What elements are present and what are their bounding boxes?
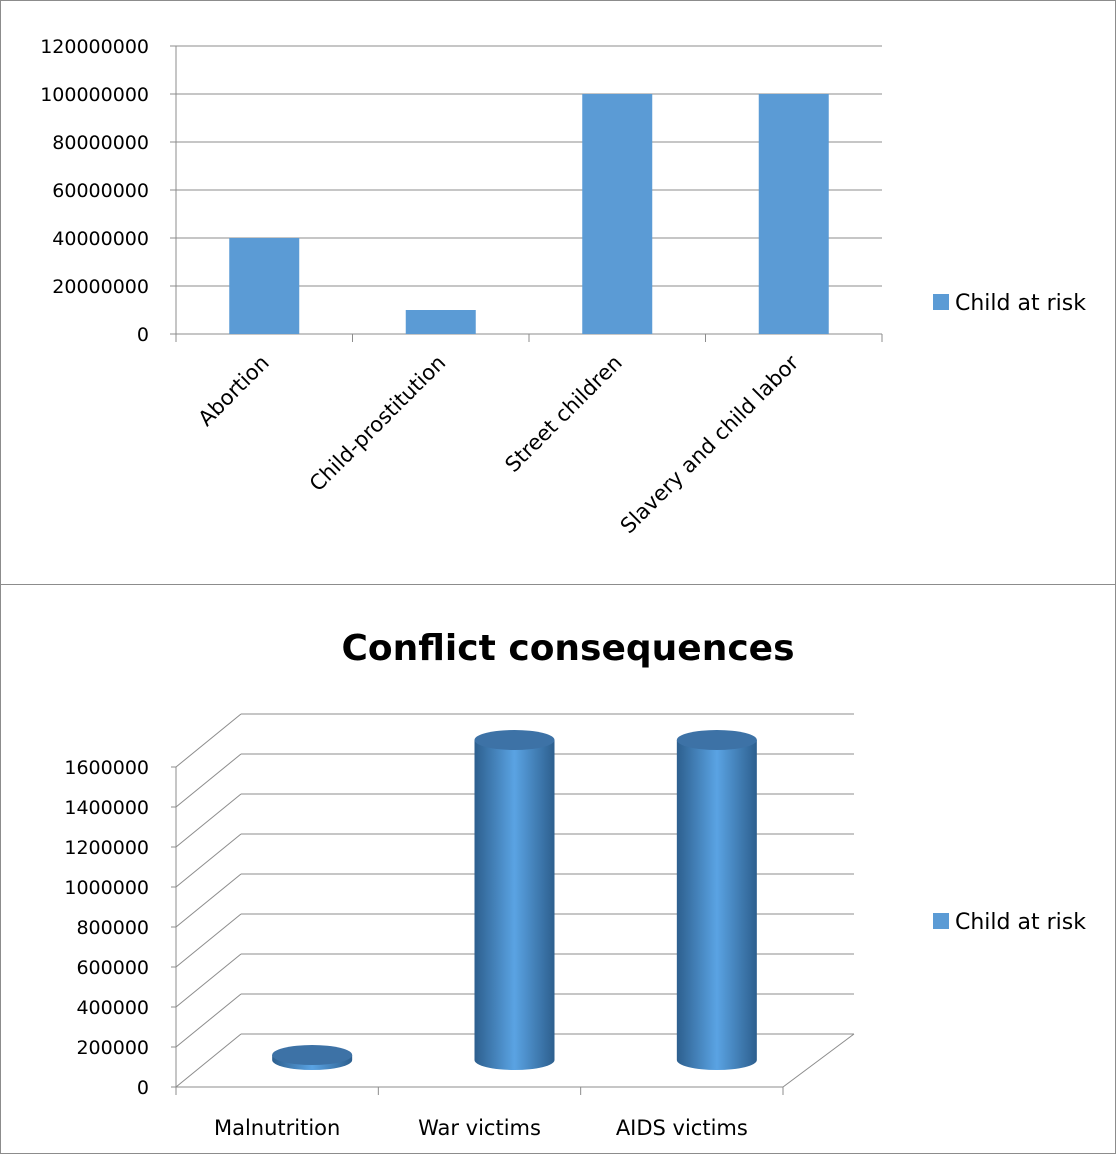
cylinder-chart-conflict-consequences: Conflict consequences 0 200000 400000 600000… bbox=[64, 628, 1086, 1140]
y-tick-label: 100000000 bbox=[40, 84, 149, 106]
gridline-side bbox=[175, 913, 242, 968]
chart-title: Conflict consequences bbox=[341, 628, 794, 669]
y-tick-label: 20000000 bbox=[52, 276, 149, 298]
bar-1 bbox=[405, 310, 476, 334]
y-tick-label: 400000 bbox=[76, 997, 149, 1019]
legend-label: Child at risk bbox=[955, 910, 1086, 935]
legend-swatch bbox=[933, 294, 949, 310]
bar-2 bbox=[582, 94, 653, 334]
gridline-side bbox=[175, 713, 242, 768]
y-tick-label: 0 bbox=[137, 324, 149, 346]
y-tick-label: 120000000 bbox=[40, 36, 149, 58]
y-tick-label: 80000000 bbox=[52, 132, 149, 154]
y-tick-label: 40000000 bbox=[52, 228, 149, 250]
x-category-label: War victims bbox=[418, 1116, 541, 1140]
x-category-label: Street children bbox=[500, 351, 626, 477]
x-category-label: Child-prostitution bbox=[305, 351, 450, 496]
y-tick-label: 800000 bbox=[76, 917, 149, 939]
bar-0 bbox=[229, 238, 300, 334]
y-tick-label: 600000 bbox=[76, 957, 149, 979]
gridline-side bbox=[175, 793, 242, 848]
x-category-label: AIDS victims bbox=[616, 1116, 748, 1140]
cylinder-top-0 bbox=[272, 1045, 353, 1065]
cylinder-body-2 bbox=[676, 740, 757, 1070]
bar-chart-child-at-risk: 0 20000000 40000000 60000000 80000000 1000000… bbox=[40, 36, 1086, 538]
legend-swatch bbox=[933, 913, 949, 929]
y-tick-label: 0 bbox=[137, 1077, 149, 1099]
gridline-side bbox=[175, 753, 242, 808]
x-category-label: Malnutrition bbox=[214, 1116, 340, 1140]
gridline-side bbox=[175, 833, 242, 888]
bar-3 bbox=[758, 94, 829, 334]
legend-label: Child at risk bbox=[955, 291, 1086, 316]
gridline-side bbox=[175, 953, 242, 1008]
chart-panel-top: 0 20000000 40000000 60000000 80000000 1000000… bbox=[0, 0, 1116, 585]
cylinder-top-2 bbox=[676, 730, 757, 750]
y-tick-label: 1400000 bbox=[64, 797, 149, 819]
y-tick-label: 1200000 bbox=[64, 837, 149, 859]
floor-right-edge bbox=[782, 1033, 855, 1088]
gridline-side bbox=[175, 873, 242, 928]
y-tick-label: 1000000 bbox=[64, 877, 149, 899]
x-category-label: Slavery and child labor bbox=[616, 350, 804, 538]
y-tick-label: 60000000 bbox=[52, 180, 149, 202]
cylinder-top-1 bbox=[474, 730, 555, 750]
chart-panel-bottom: Conflict consequences 0 200000 400000 600000… bbox=[0, 584, 1116, 1154]
gridline-side bbox=[175, 993, 242, 1048]
gridline-side bbox=[175, 1033, 242, 1088]
x-category-label: Abortion bbox=[194, 351, 274, 431]
cylinder-body-1 bbox=[474, 740, 555, 1070]
y-tick-label: 200000 bbox=[76, 1037, 149, 1059]
y-tick-label: 1600000 bbox=[64, 757, 149, 779]
